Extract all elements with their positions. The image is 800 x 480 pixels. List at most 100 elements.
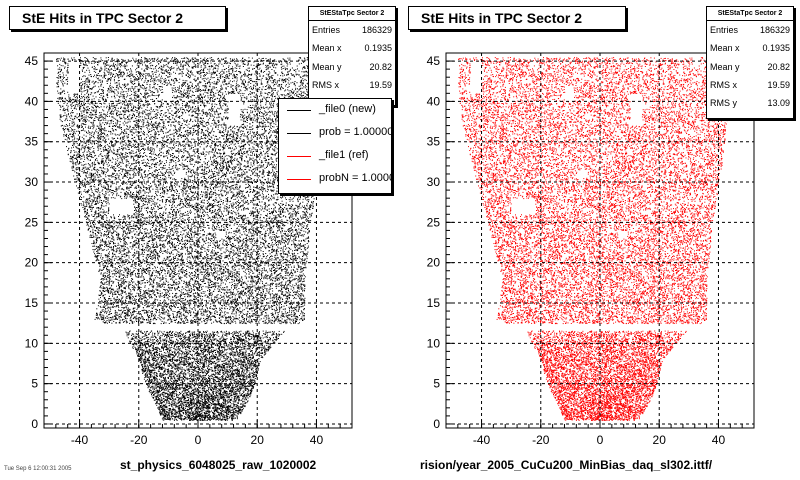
hit-point [197, 148, 199, 150]
hit-point [203, 398, 205, 400]
hit-point [214, 288, 216, 290]
hit-point [180, 332, 182, 334]
hit-point [213, 370, 215, 372]
hit-point [204, 62, 206, 64]
hit-point [175, 215, 177, 217]
hit-point [259, 154, 261, 156]
hit-point [156, 254, 158, 256]
hit-point [264, 202, 266, 204]
hit-point [210, 367, 212, 369]
hit-point [116, 234, 117, 236]
hit-point [200, 120, 202, 122]
hit-point [226, 366, 228, 368]
hit-point [79, 87, 81, 89]
hit-point [159, 375, 161, 377]
hit-point [112, 292, 113, 294]
hit-point [70, 104, 71, 106]
hit-point [160, 207, 162, 209]
hit-point [98, 247, 100, 249]
hit-point [124, 196, 126, 197]
hit-point [292, 320, 294, 322]
hit-point [211, 354, 213, 356]
hit-point [270, 244, 272, 246]
hit-point [126, 252, 128, 254]
hit-point [264, 354, 266, 355]
hit-point [270, 220, 272, 222]
hit-point [304, 260, 306, 262]
hit-point [176, 296, 178, 298]
hit-point [198, 295, 200, 297]
hit-point [181, 93, 183, 95]
hit-point [173, 374, 175, 376]
hit-point [182, 271, 184, 273]
hit-point [282, 284, 283, 286]
hit-point [209, 145, 211, 147]
hit-point [250, 200, 252, 202]
hit-point [245, 239, 247, 241]
hit-point [122, 296, 124, 298]
hit-point [155, 71, 157, 73]
hit-point [123, 157, 125, 159]
hit-point [155, 267, 156, 269]
hit-point [100, 176, 102, 178]
hit-point [201, 413, 203, 415]
hit-point [278, 84, 280, 85]
hit-point [146, 68, 148, 70]
hit-point [200, 341, 202, 343]
hit-point [276, 115, 278, 116]
hit-point [165, 349, 167, 351]
hit-point [159, 277, 161, 279]
hit-point [154, 95, 156, 97]
hit-point [138, 206, 140, 208]
hit-point [173, 59, 175, 61]
hit-point [154, 143, 156, 144]
hit-point [150, 211, 151, 213]
hit-point [183, 364, 185, 366]
hit-point [64, 82, 66, 84]
hit-point [196, 339, 198, 341]
hit-point [182, 195, 184, 197]
hit-point [201, 298, 203, 300]
hit-point [239, 224, 241, 225]
hit-point [207, 368, 209, 370]
hit-point [124, 246, 126, 248]
hit-point [200, 395, 202, 397]
hit-point [133, 107, 134, 109]
hit-point [196, 210, 198, 212]
hit-point [126, 105, 128, 106]
hit-point [136, 234, 138, 236]
hit-point [198, 410, 200, 412]
hit-point [254, 250, 256, 252]
hit-point [192, 180, 193, 182]
hit-point [168, 411, 170, 413]
hit-point [170, 185, 172, 187]
hit-point [247, 201, 249, 203]
hit-point [131, 183, 133, 185]
hit-point [241, 82, 243, 84]
hit-point [138, 322, 139, 324]
hit-point [82, 81, 84, 83]
hit-point [102, 263, 104, 264]
hit-point [188, 369, 190, 370]
hit-point [205, 363, 207, 365]
hit-point [273, 236, 275, 237]
hit-point [202, 358, 204, 360]
hit-point [158, 403, 160, 405]
hit-point [158, 228, 160, 230]
hit-point [206, 322, 208, 324]
hit-point [224, 415, 226, 417]
hit-point [110, 288, 112, 290]
hit-point [117, 244, 119, 246]
hit-point [179, 98, 181, 100]
hit-point [177, 89, 179, 91]
hit-point [180, 336, 182, 338]
hit-point [230, 407, 232, 409]
hit-point [142, 310, 144, 312]
hit-point [200, 236, 202, 238]
hit-point [158, 94, 159, 96]
hit-point [169, 255, 171, 257]
hit-point [266, 350, 268, 352]
hit-point [292, 302, 294, 304]
hit-point [152, 223, 154, 224]
hit-point [276, 219, 278, 221]
